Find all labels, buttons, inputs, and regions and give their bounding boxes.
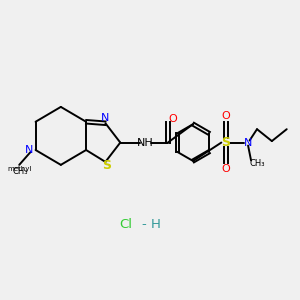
Text: O: O bbox=[221, 164, 230, 174]
Text: Cl: Cl bbox=[120, 218, 133, 231]
Text: O: O bbox=[169, 114, 178, 124]
Text: methyl: methyl bbox=[7, 166, 31, 172]
Text: - H: - H bbox=[142, 218, 161, 231]
Text: S: S bbox=[221, 136, 230, 149]
Text: N: N bbox=[25, 145, 33, 155]
Text: O: O bbox=[221, 111, 230, 122]
Text: N: N bbox=[101, 113, 110, 123]
Text: S: S bbox=[102, 159, 111, 172]
Text: CH₃: CH₃ bbox=[13, 167, 28, 176]
Text: CH₃: CH₃ bbox=[250, 159, 265, 168]
Text: NH: NH bbox=[137, 138, 154, 148]
Text: N: N bbox=[244, 138, 252, 148]
